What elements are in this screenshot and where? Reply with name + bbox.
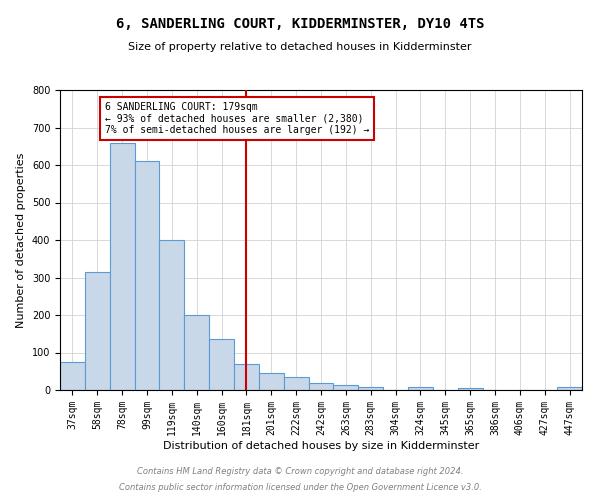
Text: Contains HM Land Registry data © Crown copyright and database right 2024.: Contains HM Land Registry data © Crown c… <box>137 467 463 476</box>
Bar <box>60 362 85 390</box>
Text: Size of property relative to detached houses in Kidderminster: Size of property relative to detached ho… <box>128 42 472 52</box>
Bar <box>334 385 358 390</box>
Bar <box>358 387 383 390</box>
Bar <box>259 373 284 390</box>
Bar <box>110 142 134 390</box>
Text: 6 SANDERLING COURT: 179sqm
← 93% of detached houses are smaller (2,380)
7% of se: 6 SANDERLING COURT: 179sqm ← 93% of deta… <box>105 102 369 135</box>
Bar <box>134 161 160 390</box>
Text: Contains public sector information licensed under the Open Government Licence v3: Contains public sector information licen… <box>119 484 481 492</box>
Bar <box>284 377 308 390</box>
Bar <box>160 240 184 390</box>
Bar <box>184 315 209 390</box>
Y-axis label: Number of detached properties: Number of detached properties <box>16 152 26 328</box>
Bar <box>458 388 482 390</box>
Bar <box>557 388 582 390</box>
Bar <box>408 388 433 390</box>
Bar <box>308 382 334 390</box>
Bar <box>209 340 234 390</box>
Bar <box>234 364 259 390</box>
X-axis label: Distribution of detached houses by size in Kidderminster: Distribution of detached houses by size … <box>163 440 479 450</box>
Bar <box>85 272 110 390</box>
Text: 6, SANDERLING COURT, KIDDERMINSTER, DY10 4TS: 6, SANDERLING COURT, KIDDERMINSTER, DY10… <box>116 18 484 32</box>
